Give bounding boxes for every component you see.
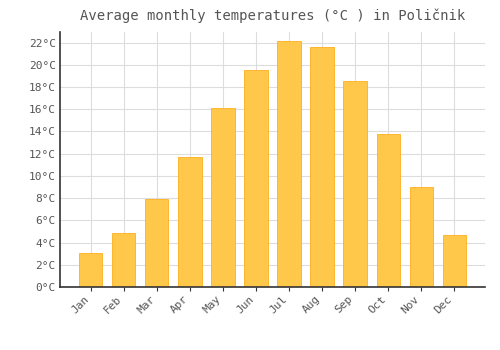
Bar (178, 157, 202, 287)
Bar (278, 42, 300, 287)
Bar (80, 253, 102, 287)
Bar (212, 108, 234, 287)
Bar (442, 235, 466, 287)
Title: Average monthly temperatures (°C ) in Poličnik: Average monthly temperatures (°C ) in Po… (80, 9, 465, 23)
Bar (410, 187, 432, 287)
Bar (344, 82, 366, 287)
Bar (146, 199, 169, 287)
Bar (310, 47, 334, 287)
Bar (112, 232, 136, 287)
Bar (376, 134, 400, 287)
Bar (244, 70, 268, 287)
